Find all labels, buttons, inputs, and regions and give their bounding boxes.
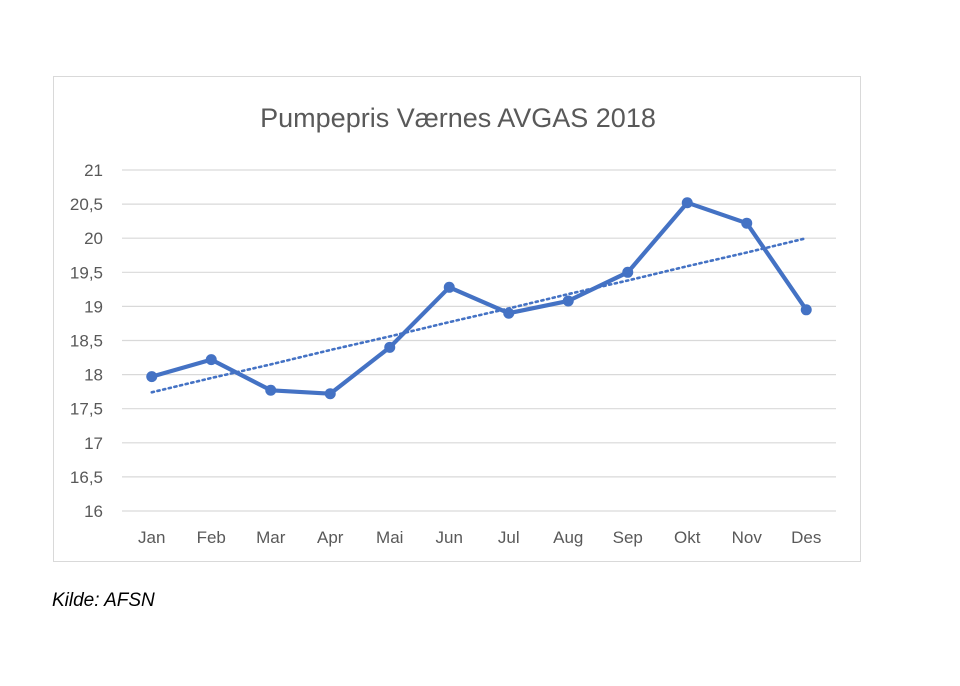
y-tick-label: 17: [84, 434, 103, 453]
y-tick-label: 20,5: [70, 195, 103, 214]
y-tick-label: 17,5: [70, 400, 103, 419]
y-tick-label: 19,5: [70, 263, 103, 282]
x-tick-label: Feb: [197, 528, 226, 547]
data-point-jul: [503, 307, 515, 319]
data-point-feb: [205, 354, 217, 366]
y-axis-tick-labels: 16 16,5 17 17,5 18 18,5 19 19,5 20 20,5 21: [70, 161, 103, 521]
x-tick-label: Aug: [553, 528, 583, 547]
data-point-aug: [562, 295, 574, 307]
series-line: [149, 200, 809, 396]
y-tick-label: 16,5: [70, 468, 103, 487]
trendline: [150, 236, 808, 394]
y-tick-label: 18,5: [70, 332, 103, 351]
gridlines: [122, 169, 836, 512]
source-note: Kilde: AFSN: [52, 590, 155, 611]
x-tick-label: Okt: [674, 528, 701, 547]
x-tick-label: Mai: [376, 528, 403, 547]
x-tick-label: Des: [791, 528, 821, 547]
y-tick-label: 19: [84, 297, 103, 316]
line-chart: Pumpepris Værnes AVGAS 2018 16 16,5 17 17,5…: [70, 103, 836, 547]
data-point-nov: [741, 217, 753, 229]
data-point-des: [800, 304, 812, 316]
y-tick-label: 16: [84, 502, 103, 521]
x-tick-label: Sep: [613, 528, 643, 547]
series-layer: [146, 197, 812, 400]
data-point-mai: [384, 341, 396, 353]
data-point-okt: [681, 197, 693, 209]
y-tick-label: 21: [84, 161, 103, 180]
x-tick-label: Jan: [138, 528, 165, 547]
y-tick-label: 18: [84, 366, 103, 385]
y-tick-label: 20: [84, 229, 103, 248]
x-tick-label: Jun: [436, 528, 463, 547]
chart-frame: Pumpepris Værnes AVGAS 2018 16 16,5 17 17,5…: [53, 76, 861, 562]
data-point-jun: [443, 281, 455, 293]
x-tick-label: Jul: [498, 528, 520, 547]
x-axis-tick-labels: Jan Feb Mar Apr Mai Jun Jul Aug Sep Okt Nov Des: [138, 528, 821, 547]
chart-title: Pumpepris Værnes AVGAS 2018: [260, 103, 656, 133]
x-tick-label: Mar: [256, 528, 286, 547]
data-point-jan: [146, 371, 158, 383]
data-point-mar: [265, 384, 277, 396]
x-tick-label: Apr: [317, 528, 344, 547]
data-point-sep: [622, 266, 634, 278]
data-point-apr: [324, 388, 336, 400]
x-tick-label: Nov: [732, 528, 763, 547]
